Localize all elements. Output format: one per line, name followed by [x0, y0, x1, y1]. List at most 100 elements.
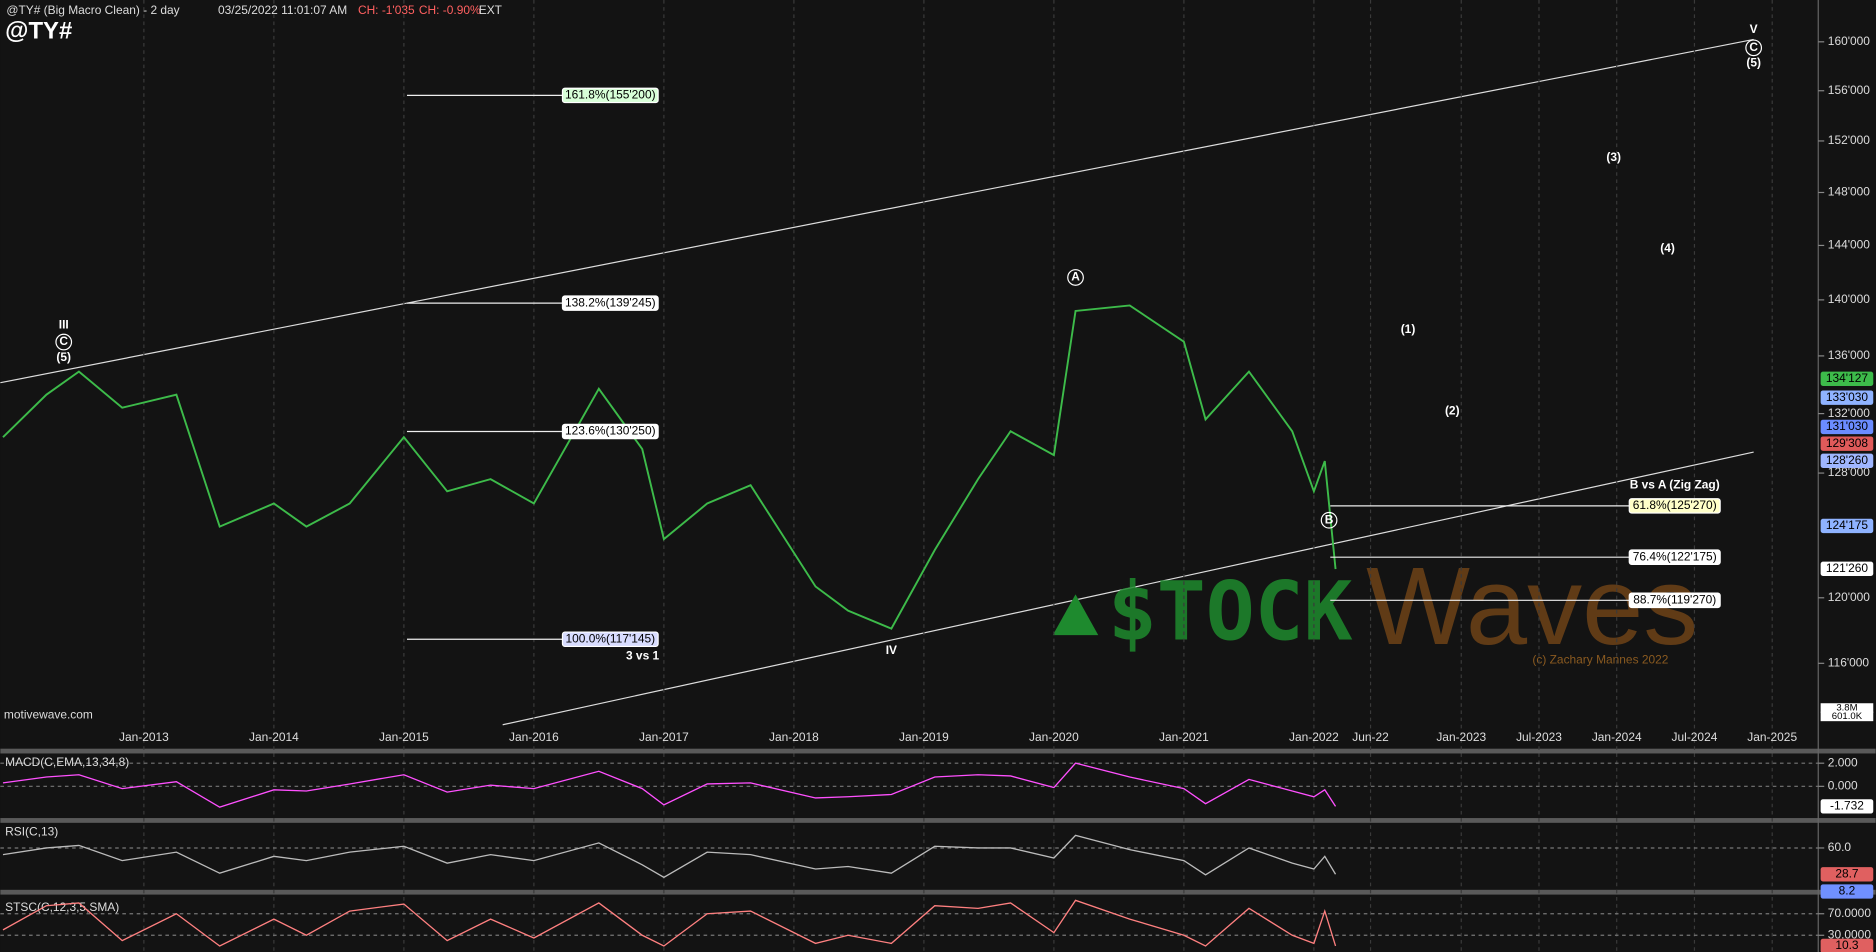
- wave-label: C: [1749, 40, 1758, 54]
- change: CH: -1'035: [358, 3, 415, 17]
- wave-circle: [1067, 269, 1084, 286]
- credit: (c) Zachary Mannes 2022: [1532, 652, 1668, 666]
- value-tag-label: 124'175: [1826, 518, 1868, 532]
- y-tick-label: 148'000: [1828, 185, 1870, 199]
- wave-label: A: [1071, 270, 1080, 284]
- wave-label: (2): [1445, 404, 1460, 418]
- x-tick-label: Jan-2018: [769, 730, 819, 744]
- value-tag: [1820, 436, 1874, 451]
- wave-label: (5): [1746, 56, 1761, 70]
- y-tick-label: 128'000: [1828, 465, 1870, 479]
- volume-tag: [1820, 711, 1874, 722]
- value-tag: [1820, 371, 1874, 386]
- price-line: [2, 304, 1337, 630]
- panel-separator: [0, 818, 1876, 823]
- wave-label: B: [1325, 512, 1334, 526]
- logo-triangle: [1052, 594, 1099, 636]
- x-tick-label: Jan-2021: [1159, 730, 1209, 744]
- fib-label-box: [1628, 592, 1721, 609]
- volume-tag: [1820, 703, 1874, 713]
- timestamp: 03/25/2022 11:01:07 AM: [218, 3, 347, 17]
- wave-label: III: [59, 317, 69, 331]
- y-tick-label: 144'000: [1828, 238, 1870, 252]
- fib-label-box: [561, 631, 659, 648]
- value-tag: [1820, 561, 1874, 576]
- source: motivewave.com: [4, 707, 93, 721]
- panel-title: STSC(C,12,3,5,SMA): [5, 900, 119, 914]
- x-tick-label: Jan-2019: [899, 730, 949, 744]
- value-tag-label: 131'030: [1826, 419, 1868, 433]
- channel-line: [502, 451, 1754, 726]
- fib-label: 100.0%(117'145): [565, 631, 655, 645]
- y-tick-label: 2.000: [1828, 755, 1858, 769]
- y-tick-label: 30.0000: [1828, 927, 1872, 941]
- value-tag-label: 128'260: [1826, 453, 1868, 467]
- session: EXT: [479, 3, 503, 17]
- value-tag: [1820, 799, 1874, 814]
- x-tick-label: Jan-2024: [1592, 730, 1642, 744]
- fib-label-box: [1628, 498, 1721, 514]
- y-tick-label: 160'000: [1828, 34, 1870, 48]
- y-tick-label: 116'000: [1828, 655, 1870, 669]
- value-tag-label: 129'308: [1826, 436, 1868, 450]
- value-tag: [1820, 938, 1874, 952]
- y-tick-label: 132'000: [1828, 406, 1870, 420]
- y-tick-label: 136'000: [1828, 348, 1870, 362]
- value-tag-label: 133'030: [1826, 390, 1868, 404]
- y-tick-label: 156'000: [1828, 83, 1870, 97]
- fib-label-box: [561, 295, 659, 311]
- fib-label-box: [1628, 549, 1721, 565]
- wave-label: C: [59, 334, 68, 348]
- wave-label: B vs A (Zig Zag): [1630, 478, 1720, 492]
- wave-label: IV: [886, 643, 897, 657]
- wave-label: (1): [1401, 322, 1416, 336]
- x-tick-label: Jan-2016: [509, 730, 559, 744]
- fib-label: 88.7%(119'270): [1633, 592, 1716, 606]
- symbol: @TY#: [5, 18, 72, 45]
- fib-label-box: [561, 87, 659, 104]
- price-line: [2, 834, 1337, 879]
- wave-label: V: [1750, 22, 1758, 36]
- x-tick-label: Jan-2013: [119, 730, 169, 744]
- volume-tag-label: 601.0K: [1832, 711, 1863, 722]
- fib-label: 138.2%(139'245): [565, 295, 656, 309]
- value-tag: [1820, 390, 1874, 405]
- value-tag: [1820, 453, 1874, 469]
- fib-label: 161.8%(155'200): [565, 88, 656, 102]
- x-tick-label: Jan-2025: [1747, 730, 1797, 744]
- y-tick-label: 140'000: [1828, 292, 1870, 306]
- wave-label: (5): [56, 350, 71, 364]
- wave-circle: [1320, 511, 1338, 529]
- y-tick-label: 152'000: [1828, 133, 1870, 147]
- fib-label: 61.8%(125'270): [1633, 498, 1717, 512]
- panel-separator: [0, 748, 1876, 754]
- panel-separator: [0, 889, 1876, 895]
- y-tick-label: 70.0000: [1828, 906, 1872, 920]
- chart-title: @TY# (Big Macro Clean) - 2 day: [6, 3, 179, 17]
- value-tag: [1820, 518, 1874, 534]
- x-tick-label: Jul-2023: [1516, 730, 1562, 744]
- price-line: [2, 762, 1337, 808]
- value-tag-label: 28.7: [1835, 866, 1859, 880]
- watermark: $TOCK: [1108, 566, 1353, 660]
- panel-title: MACD(C,EMA,13,34,8): [5, 755, 129, 769]
- x-tick-label: Jan-2014: [249, 730, 299, 744]
- y-tick-label: 0.000: [1828, 778, 1858, 792]
- price-line: [2, 899, 1337, 947]
- value-tag: [1820, 867, 1874, 882]
- fib-label: 76.4%(122'175): [1633, 549, 1717, 563]
- wave-label: 3 vs 1: [626, 649, 660, 663]
- x-tick-label: Jan-2015: [379, 730, 429, 744]
- wave-label: (3): [1606, 150, 1621, 164]
- wave-circle: [55, 333, 73, 351]
- fib-label: 123.6%(130'250): [565, 424, 656, 438]
- y-tick-label: 120'000: [1828, 590, 1870, 604]
- change-pct: CH: -0.90%: [419, 3, 481, 17]
- value-tag: [1820, 884, 1874, 899]
- value-tag-label: 10.3: [1835, 938, 1859, 952]
- x-tick-label: Jan-2022: [1289, 730, 1339, 744]
- value-tag-label: 134'127: [1826, 371, 1868, 385]
- value-tag: [1820, 419, 1874, 435]
